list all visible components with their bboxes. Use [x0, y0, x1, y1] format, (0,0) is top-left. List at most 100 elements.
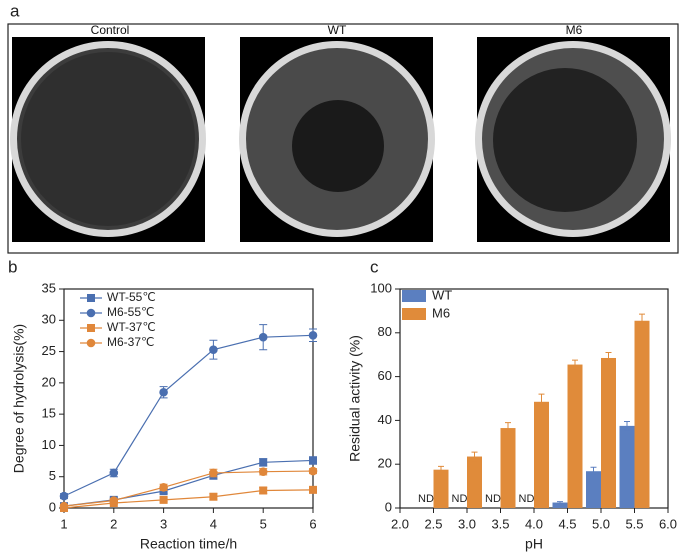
legend-marker: [87, 324, 95, 332]
x-tick-label: 6.0: [659, 516, 677, 531]
x-tick-label: 5.5: [625, 516, 643, 531]
data-point: [59, 501, 69, 511]
bar: [534, 401, 549, 508]
legend-label: WT-55℃: [107, 290, 156, 304]
y-tick-label: 30: [42, 312, 56, 327]
bar: [467, 456, 482, 508]
bar: [634, 320, 650, 508]
error-bar: [572, 359, 578, 370]
y-tick-label: 0: [49, 499, 56, 514]
data-point: [159, 483, 168, 492]
bar: [500, 428, 516, 508]
x-tick-label: 3.5: [491, 516, 509, 531]
legend-label: M6-37℃: [107, 335, 155, 349]
y-tick-label: 80: [378, 324, 392, 339]
x-tick-label: 2: [110, 516, 117, 531]
error-bar: [590, 466, 597, 476]
panel-label: b: [8, 257, 17, 276]
data-point: [159, 387, 168, 397]
x-tick-label: 2.0: [391, 516, 409, 531]
data-point: [259, 458, 268, 467]
data-point: [308, 466, 318, 476]
data-point: [209, 468, 218, 478]
panel-frame: [7, 23, 679, 254]
legend-label: M6: [432, 305, 450, 320]
bar: [586, 471, 601, 508]
x-tick-label: 4.0: [525, 516, 543, 531]
data-point: [309, 485, 317, 494]
data-point: [258, 467, 268, 477]
data-point: [59, 491, 69, 501]
legend-label: M6-55℃: [107, 305, 155, 319]
series-line: [63, 489, 314, 509]
plate-wt: [239, 37, 435, 242]
y-tick-label: 20: [378, 456, 392, 471]
x-tick-label: 4: [210, 516, 217, 531]
legend-marker: [86, 338, 96, 348]
y-tick-label: 10: [42, 437, 56, 452]
x-axis-title: pH: [525, 536, 543, 552]
y-tick-label: 25: [42, 343, 56, 358]
y-tick-label: 60: [378, 368, 392, 383]
data-point: [109, 496, 119, 505]
data-point: [309, 456, 317, 465]
legend-label: WT-37℃: [107, 320, 156, 334]
error-bar: [438, 465, 444, 474]
bar: [601, 357, 616, 508]
data-point: [209, 492, 218, 501]
error-bar: [624, 420, 630, 431]
error-bar: [505, 422, 511, 435]
x-tick-label: 6: [309, 516, 316, 531]
y-tick-label: 0: [385, 499, 392, 514]
error-bar: [471, 451, 478, 462]
data-point: [258, 332, 268, 342]
image-label: M6: [566, 23, 583, 37]
error-bar: [557, 501, 563, 504]
legend-swatch: [402, 308, 426, 320]
x-tick-label: 3.0: [458, 516, 476, 531]
y-tick-label: 5: [49, 468, 56, 483]
legend-marker: [87, 294, 95, 302]
data-point: [209, 345, 218, 354]
x-tick-label: 5.0: [592, 516, 610, 531]
value-label: ND: [485, 493, 501, 505]
plot-frame: [63, 288, 314, 509]
y-tick-label: 20: [42, 374, 56, 389]
value-label: ND: [519, 493, 535, 505]
y-tick-label: 15: [42, 406, 56, 421]
y-axis-title: Degree of hydrolysis(%): [11, 324, 27, 473]
x-tick-label: 5: [260, 516, 267, 531]
x-tick-label: 3: [160, 516, 167, 531]
image-label: WT: [328, 23, 347, 37]
y-tick-label: 100: [370, 280, 392, 295]
error-bar: [538, 393, 545, 410]
legend-label: WT: [432, 287, 452, 302]
bar: [567, 364, 583, 508]
panel-label: a: [10, 1, 20, 20]
bar: [619, 425, 635, 508]
series-line: [63, 334, 314, 497]
bar: [433, 469, 449, 508]
plate-m6: [475, 37, 671, 242]
y-tick-label: 40: [378, 412, 392, 427]
y-axis-title: Residual activity (%): [347, 335, 363, 462]
x-tick-label: 4.5: [558, 516, 576, 531]
data-point: [308, 331, 318, 340]
value-label: ND: [452, 493, 468, 505]
legend-swatch: [402, 290, 426, 302]
legend-marker: [86, 308, 96, 318]
y-tick-label: 35: [42, 280, 56, 295]
error-bar: [639, 313, 645, 328]
value-label: ND: [418, 493, 434, 505]
x-axis-title: Reaction time/h: [140, 536, 237, 552]
error-bar: [605, 352, 612, 364]
series-line: [63, 470, 314, 507]
data-point: [259, 486, 268, 495]
panel-label: c: [370, 257, 379, 276]
series-line: [63, 459, 314, 507]
x-tick-label: 2.5: [424, 516, 442, 531]
x-tick-label: 1: [60, 516, 67, 531]
data-point: [109, 468, 119, 478]
data-point: [159, 495, 168, 504]
